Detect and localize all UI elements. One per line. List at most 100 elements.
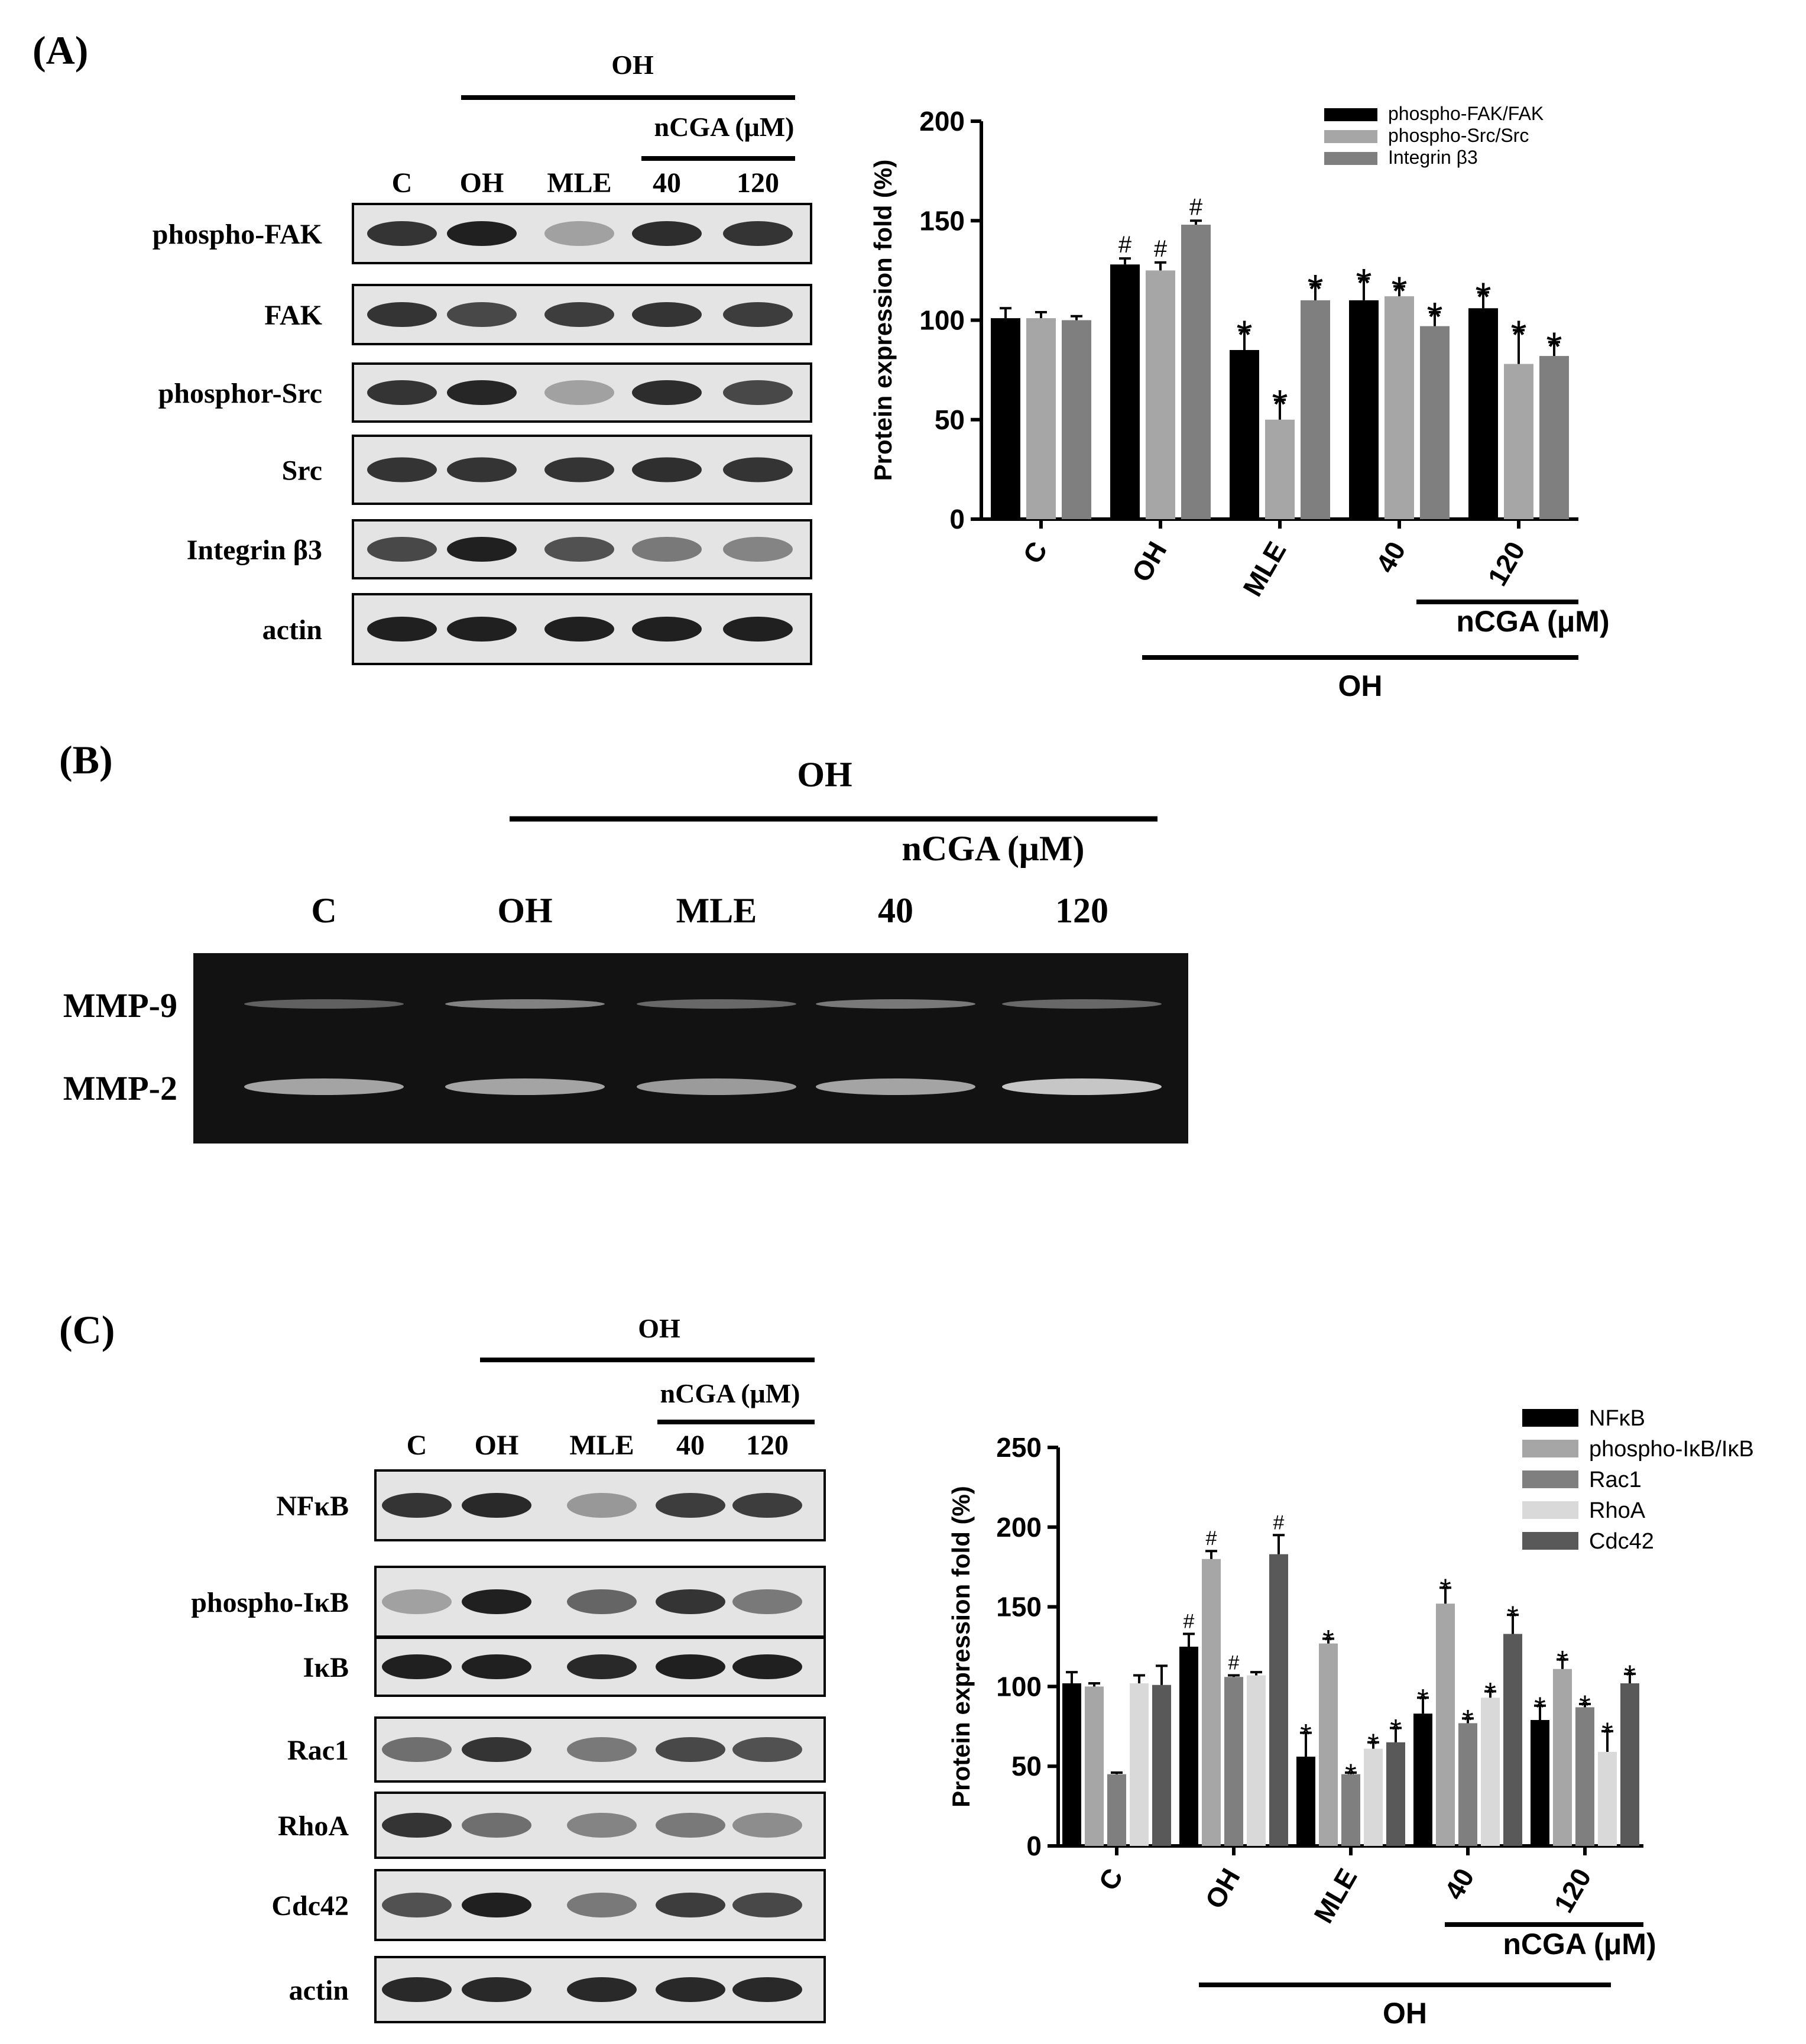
chart-a-y-axis-label: Protein expression fold (%) [869,160,897,481]
chart-c-bar [1386,1742,1405,1846]
blot-c-band [382,1737,452,1762]
blot-a-row-label: phospho-FAK [153,219,322,250]
chart-c-group-label: OH [1383,1997,1427,2030]
blot-panel-c: OH nCGA (μM) C OH MLE 40 120 NFκB phospho-IκB I… [191,1313,826,2023]
chart-a-significance-mark: * [1426,294,1442,340]
chart-a-bar [1420,326,1450,519]
chart-a-y-tick-label: 0 [949,504,965,535]
chart-c-x-tick-label: 120 [1548,1863,1597,1917]
blot-a-band [447,302,517,327]
blot-a-band [723,537,793,562]
blot-c-band [567,1977,637,2002]
chart-c-legend-label: NFκB [1589,1406,1645,1431]
blot-a-band [544,221,614,246]
chart-c-x-tick-label: OH [1199,1863,1246,1914]
blot-a-band [367,537,437,562]
chart-a-bar [1265,419,1295,519]
blot-c-lane-label: MLE [569,1430,634,1461]
zymo-lane-label: MLE [676,891,757,930]
chart-c-y-tick-label: 0 [1026,1831,1042,1861]
blot-c-band [656,1737,725,1762]
zymo-band [637,999,796,1009]
chart-a-bar [1110,264,1140,519]
chart-c-bar [1481,1698,1500,1846]
blot-a-band [544,537,614,562]
blot-c-band [656,1977,725,2002]
blot-c-oh-label: OH [638,1313,680,1343]
blot-a-band [632,537,702,562]
chart-a-group-label: nCGA (μM) [1456,605,1609,638]
chart-c-significance-mark: * [1367,1728,1379,1761]
blot-a-row-label: FAK [264,300,322,331]
zymo-lane-label: C [311,891,336,930]
zymo-row-label: MMP-9 [63,986,177,1025]
blot-c-band [732,1737,802,1762]
zymo-lane-label: 120 [1055,891,1108,930]
blot-c-band [732,1813,802,1838]
blot-c-band [732,1589,802,1614]
bar-chart-a: 0 50 100 150 200 Protein expression fold (%) C… [869,103,1610,702]
chart-c-y-axis-label: Protein expression fold (%) [947,1486,975,1807]
chart-c-group-label: nCGA (μM) [1503,1928,1656,1961]
blot-c-row-label: Cdc42 [271,1890,349,1922]
zymo-band [816,999,975,1009]
chart-c-bar [1436,1604,1455,1846]
blot-c-band [462,1977,531,2002]
chart-a-x-tick-label: OH [1126,536,1173,587]
blot-c-band [382,1654,452,1679]
chart-c-significance-mark: * [1417,1683,1428,1716]
chart-c-significance-mark: * [1462,1703,1473,1737]
blot-a-oh-label: OH [611,50,654,80]
chart-c-bar [1179,1647,1198,1846]
blot-a-row-label: Src [282,455,322,486]
blot-c-band [656,1654,725,1679]
chart-c-significance-mark: * [1322,1624,1334,1657]
chart-c-bar [1553,1669,1572,1846]
zymo-band [445,1078,605,1095]
chart-c-significance-mark: * [1439,1573,1451,1606]
blot-a-band [447,221,517,246]
chart-a-y-tick-label: 50 [935,404,965,435]
chart-a-legend-label: phospho-FAK/FAK [1388,103,1544,124]
chart-c-bar [1224,1677,1243,1846]
blot-a-band [632,380,702,405]
chart-c-bar [1503,1634,1522,1846]
chart-a-significance-mark: # [1154,236,1168,262]
chart-c-bar [1458,1723,1477,1846]
chart-c-bar [1598,1751,1617,1846]
blot-c-band [567,1493,637,1518]
chart-a-bar [1468,308,1498,519]
chart-c-legend-label: Cdc42 [1589,1529,1654,1554]
chart-c-bar [1202,1559,1221,1846]
chart-c-significance-mark: * [1534,1691,1545,1724]
blot-a-band [367,380,437,405]
chart-c-significance-mark: * [1390,1713,1401,1746]
blot-c-band [382,1893,452,1917]
blot-c-band [656,1893,725,1917]
blot-c-band [462,1654,531,1679]
zymo-band [1002,999,1162,1009]
chart-c-y-tick-label: 50 [1011,1751,1042,1781]
zymo-band [816,1078,975,1095]
chart-c-bar [1575,1707,1594,1846]
blot-c-band [462,1737,531,1762]
chart-a-bar [1062,320,1091,519]
blot-c-band [382,1977,452,2002]
chart-c-legend-label: RhoA [1589,1498,1646,1523]
chart-a-legend-swatch [1324,130,1377,143]
blot-a-row-label: actin [262,614,322,646]
blot-c-lane-label: 40 [676,1430,705,1461]
blot-a-band [544,617,614,642]
blot-c-band [567,1589,637,1614]
chart-c-significance-mark: * [1345,1758,1356,1791]
zymo-band [637,1078,796,1095]
chart-c-y-tick-label: 200 [996,1512,1042,1543]
chart-a-legend-swatch [1324,108,1377,121]
panel-b-label: (B) [59,737,113,782]
chart-c-significance-mark: * [1507,1600,1518,1633]
chart-c-legend-label: Rac1 [1589,1468,1642,1492]
chart-c-significance-mark: * [1601,1716,1613,1750]
blot-a-lane-label: OH [460,167,504,199]
chart-c-bar [1620,1683,1639,1846]
blot-c-lane-label: OH [475,1430,519,1461]
